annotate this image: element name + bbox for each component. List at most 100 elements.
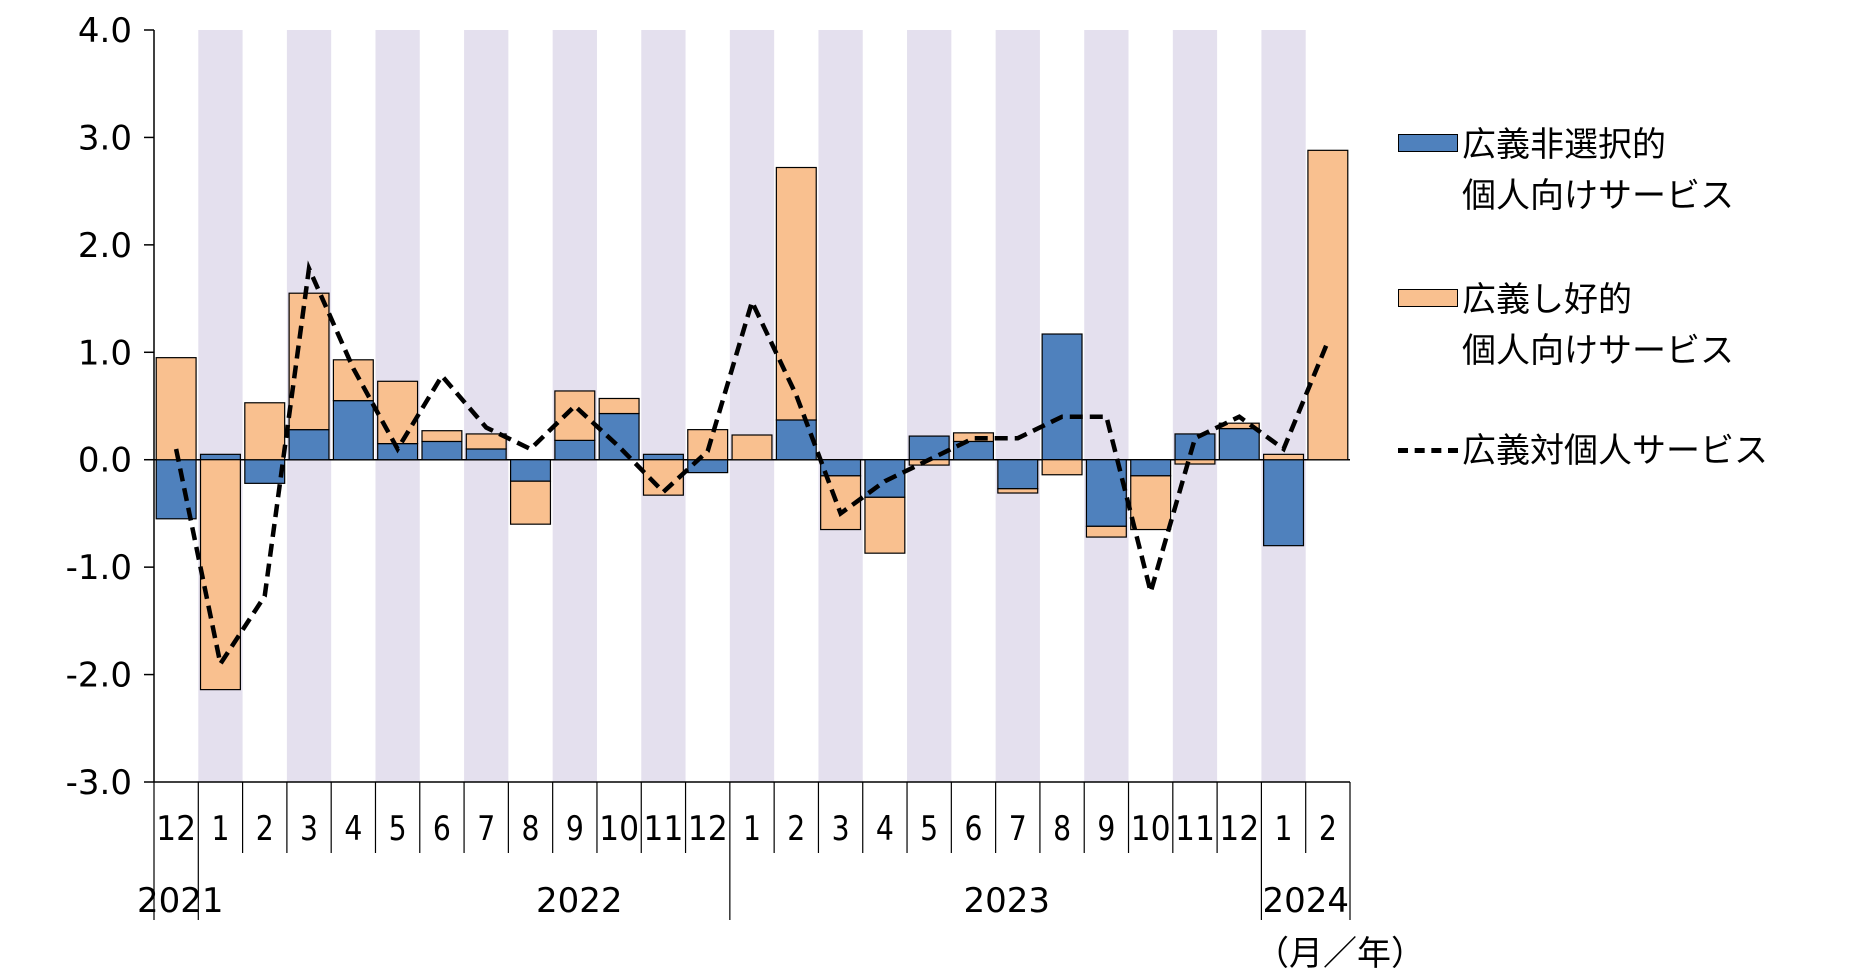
- x-tick-label: 11: [1175, 809, 1215, 849]
- x-unit-label: （月／年）: [1255, 934, 1425, 971]
- bar-nonselective: [1263, 459, 1305, 547]
- x-tick-label: 9: [1097, 809, 1115, 849]
- x-tick-label: 7: [1009, 809, 1027, 849]
- x-tick-label: 2: [256, 809, 274, 849]
- bar-nonselective: [288, 429, 330, 461]
- y-tick-label: 4.0: [78, 11, 132, 51]
- y-tick-label: 3.0: [78, 118, 132, 158]
- bar-preference: [1130, 475, 1172, 531]
- year-label: 2023: [963, 881, 1050, 921]
- legend-item-total: 広義対個人サービス: [1398, 426, 1768, 477]
- bar-preference: [598, 397, 640, 415]
- y-tick-label: -3.0: [66, 763, 132, 803]
- legend-swatch-total: [1398, 448, 1458, 453]
- x-tick-label: 6: [964, 809, 982, 849]
- bar-nonselective: [1130, 459, 1172, 477]
- bar-preference: [199, 459, 241, 691]
- legend-swatch-nonselective: [1398, 134, 1458, 152]
- bar-nonselective: [1174, 433, 1216, 461]
- shaded-band: [907, 30, 952, 782]
- bar-nonselective: [1218, 427, 1260, 461]
- bar-nonselective: [554, 439, 596, 461]
- bar-nonselective: [465, 448, 507, 461]
- bar-nonselective: [1085, 459, 1127, 527]
- legend-label-total: 広義対個人サービス: [1462, 431, 1768, 471]
- shaded-band: [729, 30, 775, 782]
- shaded-band: [995, 30, 1040, 782]
- x-tick-label: 10: [599, 809, 639, 849]
- bar-preference: [509, 480, 552, 525]
- x-tick-label: 8: [1053, 809, 1071, 849]
- bar-preference: [1085, 525, 1127, 538]
- shaded-band: [464, 30, 509, 782]
- bar-preference: [997, 488, 1039, 494]
- x-tick-label: 4: [344, 809, 362, 849]
- x-tick-label: 12: [156, 809, 196, 849]
- y-tick-label: 1.0: [78, 333, 132, 373]
- line-total: [173, 260, 1330, 670]
- bar-nonselective: [421, 440, 463, 461]
- bar-preference: [465, 433, 507, 450]
- legend-item-preference: 広義し好的 個人向けサービス: [1398, 275, 1734, 377]
- x-tick-label: 2: [1319, 809, 1337, 849]
- x-tick-label: 6: [433, 809, 451, 849]
- bar-nonselective: [997, 459, 1039, 490]
- shaded-band: [818, 30, 863, 782]
- bar-preference: [554, 390, 596, 441]
- x-tick-label: 1: [743, 809, 761, 849]
- bar-preference: [1307, 149, 1349, 461]
- x-tick-label: 12: [688, 809, 728, 849]
- bar-preference: [377, 380, 419, 445]
- x-tick-label: 9: [566, 809, 584, 849]
- x-tick-label: 3: [300, 809, 318, 849]
- legend-swatch-preference: [1398, 289, 1458, 307]
- bar-nonselective: [332, 400, 374, 461]
- y-tick-label: 0.0: [78, 441, 132, 481]
- x-tick-label: 10: [1131, 809, 1171, 849]
- y-tick-label: -2.0: [66, 656, 132, 696]
- bar-nonselective: [244, 459, 286, 484]
- year-label: 2024: [1262, 881, 1349, 921]
- y-tick-label: 2.0: [78, 226, 132, 266]
- legend-label-nonselective-line1: 広義非選択的: [1462, 125, 1666, 165]
- bar-preference: [775, 166, 817, 421]
- bar-nonselective: [509, 459, 552, 482]
- bar-preference: [1174, 459, 1216, 465]
- x-tick-label: 5: [389, 809, 407, 849]
- legend-label-nonselective-line2: 個人向けサービス: [1462, 176, 1734, 216]
- bar-preference: [288, 292, 330, 431]
- bar-nonselective: [1041, 333, 1083, 461]
- year-label: 2021: [137, 881, 224, 921]
- x-tick-label: 7: [477, 809, 495, 849]
- bar-nonselective: [908, 435, 950, 461]
- legend-item-nonselective: 広義非選択的 個人向けサービス: [1398, 120, 1734, 222]
- bar-preference: [1041, 459, 1083, 476]
- shaded-band: [1172, 30, 1218, 782]
- year-label: 2022: [536, 881, 623, 921]
- bar-preference: [155, 357, 197, 461]
- x-tick-label: 12: [1219, 809, 1259, 849]
- x-tick-label: 5: [920, 809, 938, 849]
- bar-preference: [244, 402, 286, 461]
- bar-preference: [421, 430, 463, 443]
- x-tick-label: 3: [832, 809, 850, 849]
- bar-preference: [952, 432, 995, 443]
- bar-preference: [731, 434, 773, 461]
- legend-label-preference-line2: 個人向けサービス: [1462, 331, 1734, 371]
- x-tick-label: 11: [643, 809, 683, 849]
- bar-nonselective: [775, 419, 817, 461]
- x-tick-label: 1: [1275, 809, 1293, 849]
- bar-nonselective: [642, 453, 684, 461]
- shaded-band: [1084, 30, 1129, 782]
- x-tick-label: 8: [522, 809, 540, 849]
- bar-preference: [864, 496, 906, 554]
- x-tick-label: 4: [876, 809, 894, 849]
- bar-nonselective: [199, 453, 241, 461]
- y-tick-label: -1.0: [66, 548, 132, 588]
- bar-preference: [1263, 453, 1305, 461]
- x-tick-label: 2: [787, 809, 805, 849]
- shaded-band: [1261, 30, 1306, 782]
- legend-label-preference-line1: 広義し好的: [1462, 280, 1632, 320]
- bar-nonselective: [598, 412, 640, 461]
